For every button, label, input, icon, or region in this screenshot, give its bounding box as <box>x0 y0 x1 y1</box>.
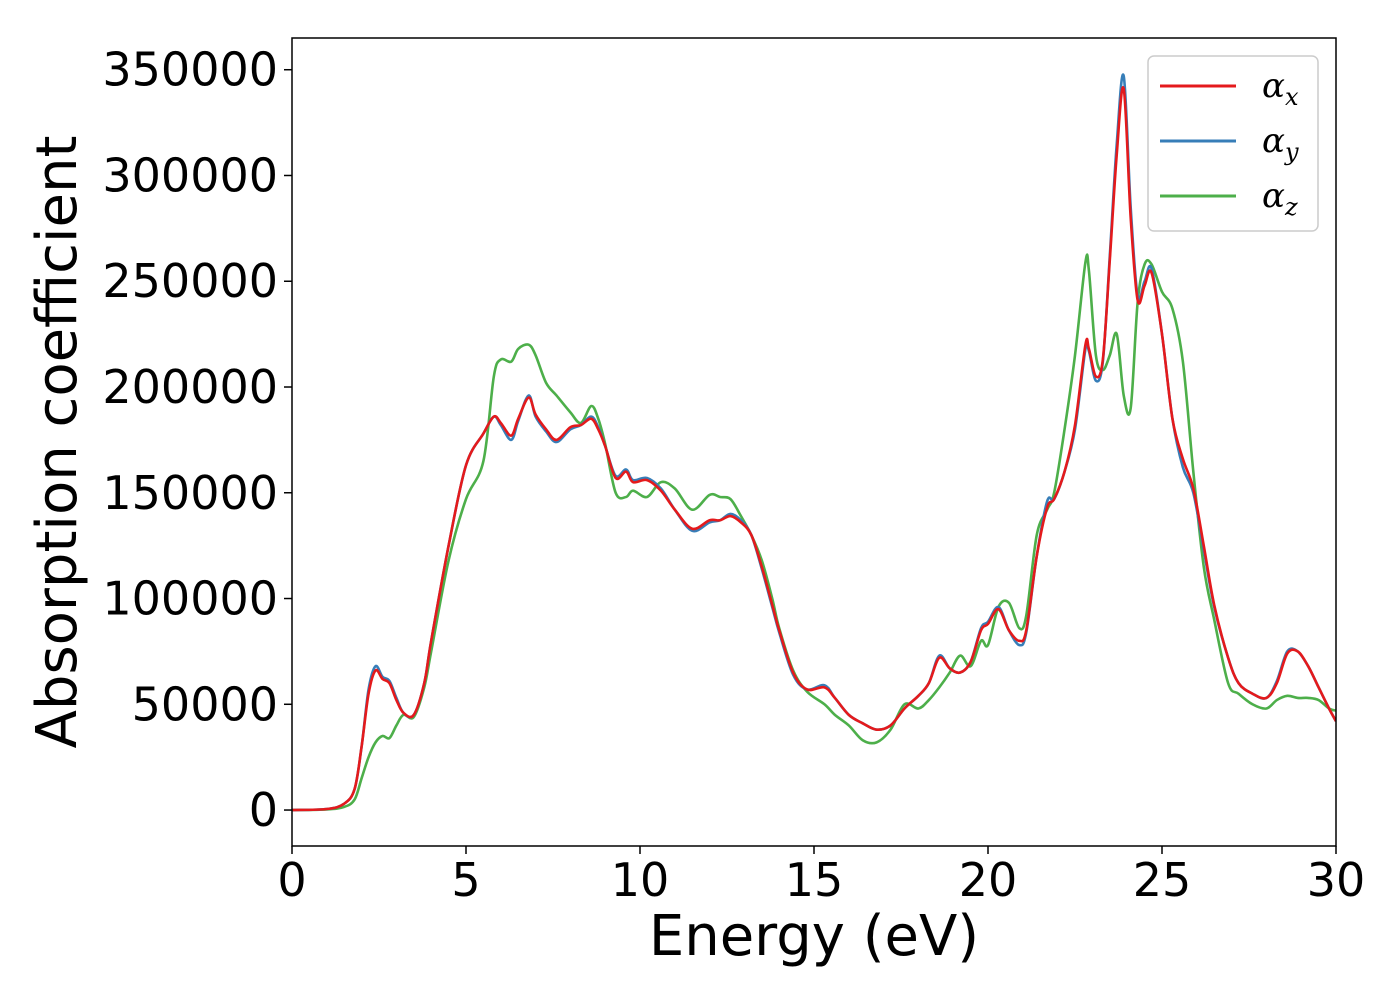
y-tick-label: 50000 <box>132 677 278 731</box>
x-tick-label: 10 <box>611 853 670 907</box>
y-tick-label: 350000 <box>102 43 278 97</box>
x-tick-label: 30 <box>1307 853 1366 907</box>
y-tick-label: 100000 <box>102 572 278 626</box>
series-line-alpha-z <box>292 253 1336 812</box>
series-line-alpha-x <box>292 85 1336 812</box>
series-layer <box>292 73 1336 812</box>
legend: αx αy αz <box>1147 55 1319 232</box>
legend-label-alpha-y: αy <box>1262 121 1299 166</box>
y-tick-label: 300000 <box>102 148 278 202</box>
y-tick-label: 150000 <box>102 466 278 520</box>
x-tick-label: 20 <box>959 853 1018 907</box>
x-axis-ticks: 0 5 10 15 20 25 30 <box>277 846 1365 907</box>
x-tick-label: 15 <box>785 853 844 907</box>
x-tick-label: 5 <box>451 853 480 907</box>
y-axis-title: Absorption coefficient <box>25 136 90 749</box>
legend-label-alpha-z: αz <box>1262 176 1298 221</box>
legend-label-alpha-x: αx <box>1262 66 1299 111</box>
y-tick-label: 250000 <box>102 254 278 308</box>
x-tick-label: 0 <box>277 853 306 907</box>
x-tick-label: 25 <box>1133 853 1192 907</box>
legend-box <box>1147 55 1319 232</box>
y-tick-label: 0 <box>249 783 278 837</box>
x-axis-title: Energy (eV) <box>649 904 979 969</box>
y-tick-label: 200000 <box>102 360 278 414</box>
y-axis-ticks: 0 50000 100000 150000 200000 250000 300000 3500… <box>102 43 292 837</box>
